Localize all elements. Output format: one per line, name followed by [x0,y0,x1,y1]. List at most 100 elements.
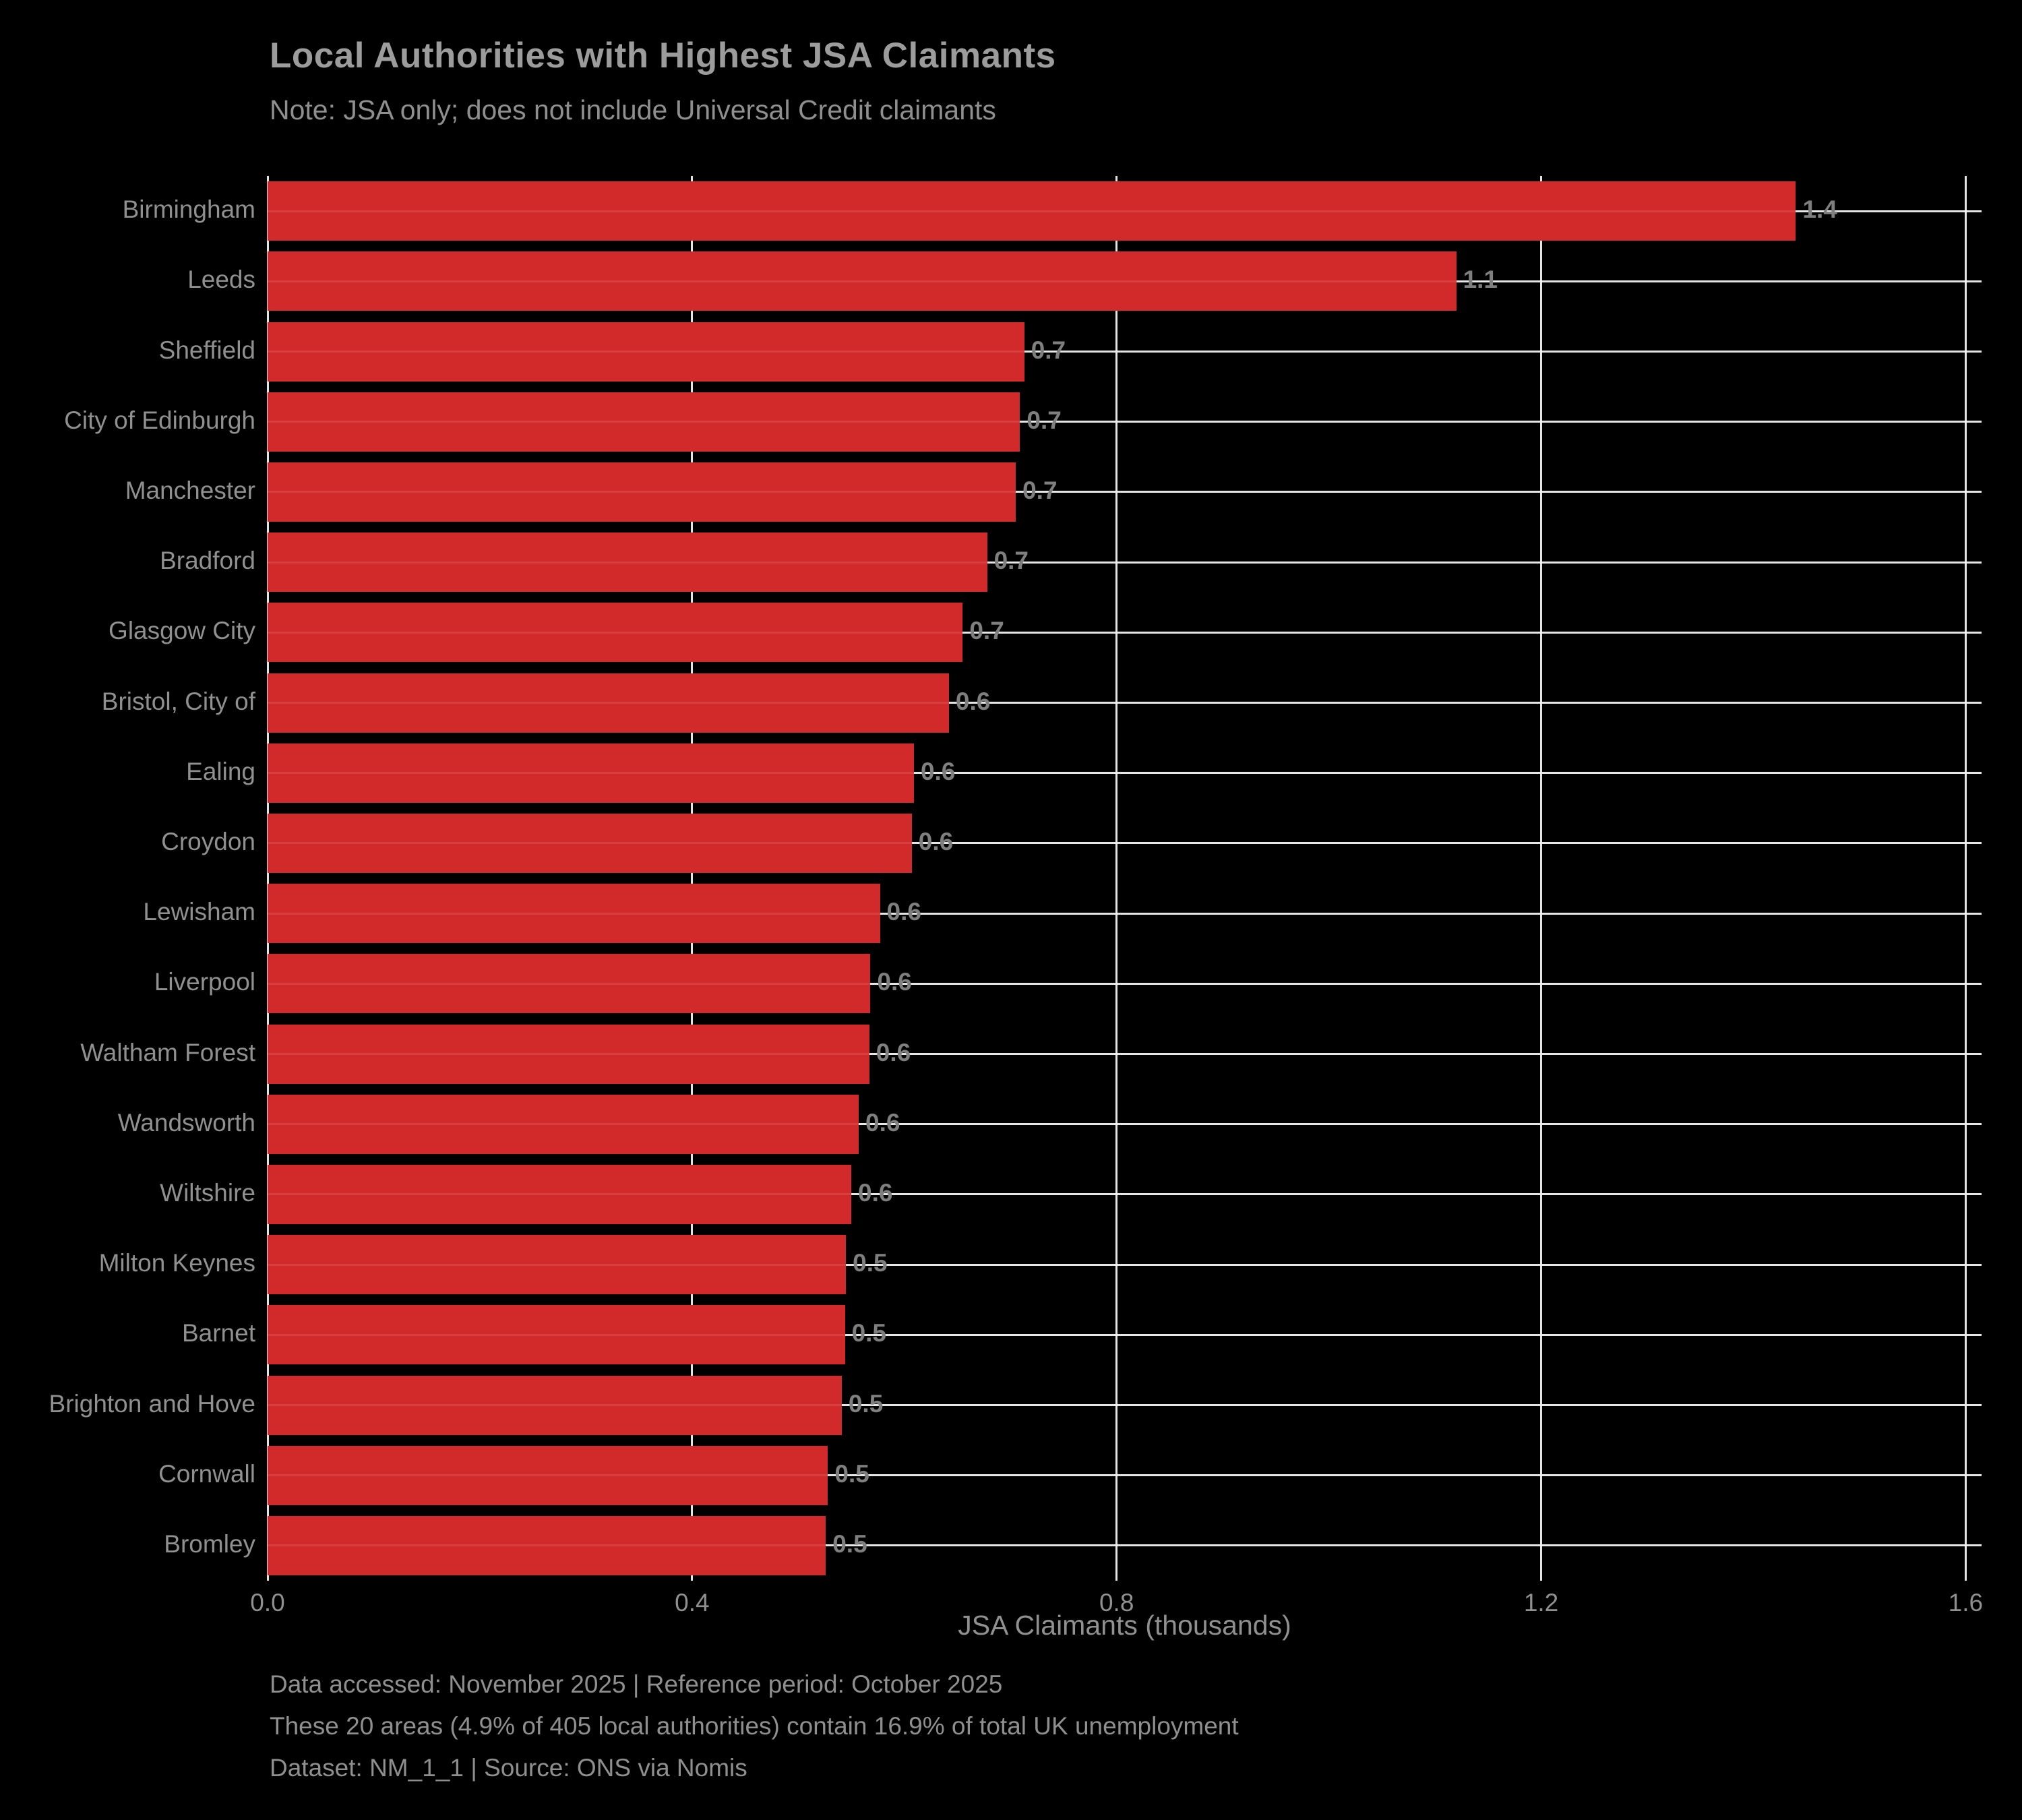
horizontal-gridline-overlay [268,1474,1982,1477]
horizontal-gridline-overlay [268,1053,1982,1055]
bar-value-label: 0.6 [865,1108,900,1136]
y-axis-label: Lewisham [143,898,255,926]
horizontal-gridline [268,351,1982,353]
y-axis-label: Manchester [125,476,255,504]
vertical-gridline [1964,176,1967,1581]
horizontal-gridline-overlay [268,631,1982,634]
x-tick-label: 1.2 [1523,1589,1559,1616]
horizontal-gridline [268,912,1982,915]
horizontal-gridline-overlay [268,772,1982,775]
bar-value-label: 0.5 [848,1389,884,1418]
x-tick-label: 0.4 [675,1589,710,1616]
bar-barnet [268,1305,845,1365]
bar-bromley [268,1515,826,1575]
horizontal-gridline-overlay [268,351,1982,353]
bar-sheffield [268,322,1024,382]
horizontal-gridline-overlay [268,561,1982,564]
x-tick-label: 0.0 [250,1589,285,1616]
y-axis-label: Croydon [161,827,255,855]
horizontal-gridline-overlay [268,842,1982,845]
bar-ealing [268,743,914,803]
horizontal-gridline-overlay [268,210,1982,212]
bar-croydon [268,813,912,873]
bar-value-label: 1.4 [1802,195,1837,224]
horizontal-gridline [268,561,1982,564]
y-axis-label: Bristol, City of [101,687,255,715]
bar-city-of-edinburgh [268,392,1020,452]
bar-bristol-city-of [268,673,949,733]
bar-value-label: 0.6 [955,687,991,715]
bar-value-label: 0.6 [877,968,912,996]
horizontal-gridline-overlay [268,1123,1982,1126]
horizontal-gridline [268,1123,1982,1126]
horizontal-gridline [268,772,1982,775]
vertical-gridline [1540,176,1543,1581]
horizontal-gridline [268,982,1982,985]
chart-title: Local Authorities with Highest JSA Claim… [270,36,1056,75]
x-tick-label: 0.8 [1099,1589,1134,1616]
bar-liverpool [268,954,871,1014]
y-axis-label: Waltham Forest [80,1038,255,1066]
bar-value-label: 0.7 [969,617,1004,645]
horizontal-gridline [268,1263,1982,1266]
horizontal-gridline [268,1544,1982,1547]
y-axis-label: Ealing [186,757,255,785]
horizontal-gridline [268,491,1982,493]
horizontal-gridline [268,1193,1982,1196]
horizontal-gridline-overlay [268,1333,1982,1336]
footer-line-2: These 20 areas (4.9% of 405 local author… [270,1712,1239,1740]
horizontal-gridline-overlay [268,1193,1982,1196]
bar-manchester [268,462,1016,522]
y-axis-label: City of Edinburgh [64,406,255,434]
bar-value-label: 0.7 [1027,406,1062,434]
bar-bradford [268,533,987,593]
bar-value-label: 0.7 [1031,336,1066,364]
bar-leeds [268,251,1457,311]
horizontal-gridline [268,842,1982,845]
y-axis-label: Barnet [181,1319,255,1347]
horizontal-gridline-overlay [268,982,1982,985]
bar-brighton-and-hove [268,1375,842,1435]
bar-wiltshire [268,1164,852,1224]
footer-line-3: Dataset: NM_1_1 | Source: ONS via Nomis [270,1754,747,1782]
vertical-gridline [1115,176,1118,1581]
y-axis-label: Cornwall [158,1459,255,1488]
horizontal-gridline [268,1053,1982,1055]
chart-subtitle: Note: JSA only; does not include Univers… [270,94,996,125]
y-axis-label: Wiltshire [160,1178,255,1207]
vertical-gridline [691,176,694,1581]
bar-value-label: 0.7 [993,547,1029,575]
bar-value-label: 0.5 [832,1529,867,1558]
horizontal-gridline-overlay [268,912,1982,915]
bar-value-label: 0.5 [853,1249,888,1277]
bar-birmingham [268,181,1796,241]
x-tick-label: 1.6 [1948,1589,1984,1616]
horizontal-gridline-overlay [268,491,1982,493]
bar-value-label: 0.6 [918,827,954,855]
horizontal-gridline [268,1333,1982,1336]
bar-value-label: 0.6 [920,757,956,785]
horizontal-gridline [268,421,1982,423]
y-axis-label: Bradford [160,547,255,575]
y-axis-label: Milton Keynes [98,1249,255,1277]
bar-value-label: 0.5 [834,1459,869,1488]
horizontal-gridline-overlay [268,1544,1982,1547]
bar-value-label: 0.6 [858,1178,893,1207]
bar-cornwall [268,1445,828,1505]
bar-value-label: 0.6 [886,898,921,926]
y-axis-label: Birmingham [122,195,255,224]
horizontal-gridline [268,702,1982,704]
x-axis-title: JSA Claimants (thousands) [958,1610,1291,1641]
horizontal-gridline-overlay [268,1263,1982,1266]
y-axis-label: Leeds [187,266,255,294]
bar-milton-keynes [268,1235,847,1295]
bar-lewisham [268,884,880,944]
footer-line-1: Data accessed: November 2025 | Reference… [270,1670,1003,1698]
horizontal-gridline [268,631,1982,634]
horizontal-gridline-overlay [268,1404,1982,1406]
bar-value-label: 0.7 [1022,476,1058,504]
horizontal-gridline [268,1404,1982,1406]
y-axis-label: Brighton and Hove [49,1389,255,1418]
